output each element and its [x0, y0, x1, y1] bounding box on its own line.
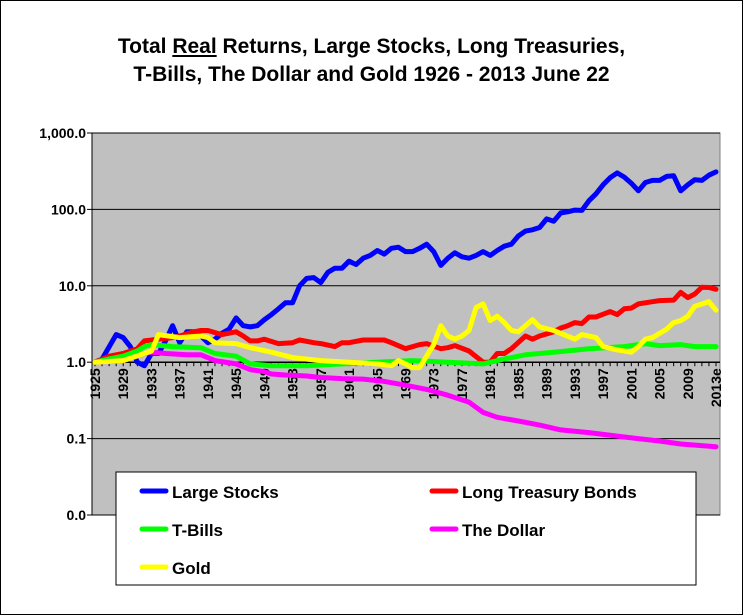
- y-tick-label: 10.0: [59, 278, 86, 294]
- x-tick-label: 2001: [623, 368, 639, 399]
- series-line-the-dollar: [92, 349, 719, 450]
- title-part: Total: [117, 35, 173, 58]
- x-tick-label: 1945: [228, 368, 244, 399]
- chart-title-line2: T-Bills, The Dollar and Gold 1926 - 2013…: [133, 63, 610, 86]
- y-tick-label: 0.0: [67, 507, 87, 523]
- plot-area: [91, 132, 721, 516]
- y-tick-label: 0.1: [67, 431, 87, 447]
- y-tick-label: 1,000.0: [39, 125, 86, 141]
- series-line-gold: [92, 299, 719, 371]
- x-tick-label: 1933: [143, 368, 159, 399]
- legend-label: T-Bills: [172, 521, 223, 540]
- legend-label: The Dollar: [462, 521, 546, 540]
- x-tick-label: 1925: [87, 368, 103, 399]
- legend-label: Large Stocks: [172, 483, 279, 502]
- y-tick-label: 1.0: [67, 354, 87, 370]
- x-tick-label: 1929: [115, 368, 131, 399]
- x-tick-label: 1965: [369, 368, 385, 399]
- x-tick-label: 1997: [595, 368, 611, 399]
- x-tick-label: 2013e: [708, 368, 724, 407]
- title-part: Returns, Large Stocks, Long Treasuries,: [216, 35, 626, 58]
- chart-title-line1: Total Real Returns, Large Stocks, Long T…: [0, 35, 743, 59]
- x-tick-label: 2009: [680, 368, 696, 399]
- x-tick-label: 1977: [454, 368, 470, 399]
- title-underlined-word: Real: [172, 35, 217, 58]
- x-tick-label: 1981: [482, 368, 498, 399]
- series-line-long-treasury-bonds: [92, 284, 719, 365]
- x-tick-label: 1993: [567, 368, 583, 399]
- legend-box: [115, 471, 697, 586]
- legend-label: Long Treasury Bonds: [462, 483, 637, 502]
- x-tick-label: 1985: [510, 368, 526, 399]
- legend-label: Gold: [172, 559, 211, 578]
- x-tick-label: 2005: [652, 368, 668, 399]
- x-tick-label: 1961: [341, 368, 357, 399]
- x-tick-label: 1937: [172, 368, 188, 399]
- y-tick-label: 100.0: [51, 201, 86, 217]
- legend: Large Stocks Long Treasury Bonds T-Bills Th…: [115, 471, 697, 586]
- x-tick-label: 1989: [539, 368, 555, 399]
- x-tick-label: 1957: [313, 368, 329, 399]
- x-tick-label: 1949: [256, 368, 272, 399]
- x-tick-label: 1941: [200, 368, 216, 399]
